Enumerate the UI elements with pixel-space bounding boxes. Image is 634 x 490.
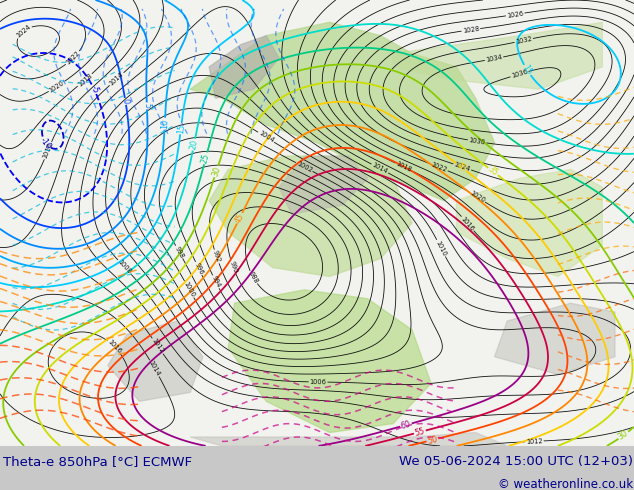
Polygon shape bbox=[190, 22, 495, 201]
Text: 30: 30 bbox=[210, 166, 222, 178]
Text: 1022: 1022 bbox=[430, 161, 448, 173]
Text: 10: 10 bbox=[160, 119, 169, 129]
Text: 1026: 1026 bbox=[507, 10, 524, 19]
Text: 1024: 1024 bbox=[15, 24, 32, 39]
Text: 1032: 1032 bbox=[515, 36, 533, 45]
Text: 1036: 1036 bbox=[510, 69, 528, 79]
Text: 1006: 1006 bbox=[309, 379, 327, 385]
Text: 1008: 1008 bbox=[117, 259, 133, 275]
Text: 992: 992 bbox=[212, 249, 221, 264]
Text: 1020: 1020 bbox=[469, 190, 486, 204]
Polygon shape bbox=[209, 156, 412, 276]
Text: 990: 990 bbox=[228, 260, 238, 274]
Text: 1018: 1018 bbox=[395, 161, 413, 173]
Polygon shape bbox=[393, 22, 602, 89]
Text: 15: 15 bbox=[176, 122, 186, 134]
Text: 1018: 1018 bbox=[77, 72, 93, 88]
Polygon shape bbox=[495, 303, 615, 374]
Text: 1014: 1014 bbox=[148, 360, 161, 377]
Text: 1014: 1014 bbox=[108, 71, 125, 87]
Polygon shape bbox=[209, 36, 279, 98]
Text: 1028: 1028 bbox=[462, 25, 480, 34]
Text: 1016: 1016 bbox=[107, 339, 122, 355]
Text: 1002: 1002 bbox=[295, 160, 313, 173]
Text: 50: 50 bbox=[427, 434, 439, 445]
Text: 1022: 1022 bbox=[65, 50, 81, 66]
Text: 996: 996 bbox=[193, 262, 204, 275]
Text: 15: 15 bbox=[521, 63, 534, 77]
Polygon shape bbox=[456, 170, 602, 276]
Text: 994: 994 bbox=[210, 275, 221, 289]
Text: 55: 55 bbox=[414, 426, 426, 438]
Text: -10: -10 bbox=[39, 135, 53, 151]
Text: 1012: 1012 bbox=[150, 338, 165, 355]
Text: Theta-e 850hPa [°C] ECMWF: Theta-e 850hPa [°C] ECMWF bbox=[3, 455, 192, 468]
Text: -5: -5 bbox=[88, 84, 100, 95]
Text: 1024: 1024 bbox=[453, 161, 471, 172]
Polygon shape bbox=[279, 156, 368, 214]
Text: 1016: 1016 bbox=[42, 142, 54, 160]
Text: 1034: 1034 bbox=[485, 54, 503, 63]
Text: 25: 25 bbox=[200, 152, 211, 165]
Text: 1014: 1014 bbox=[371, 162, 389, 175]
Polygon shape bbox=[108, 321, 203, 401]
Polygon shape bbox=[190, 433, 507, 446]
Text: 5: 5 bbox=[142, 103, 152, 109]
Text: 40: 40 bbox=[455, 160, 468, 173]
Text: 20: 20 bbox=[188, 139, 199, 150]
Text: 1016: 1016 bbox=[460, 216, 476, 232]
Polygon shape bbox=[228, 290, 431, 433]
Text: 998: 998 bbox=[174, 245, 184, 259]
Text: 1020: 1020 bbox=[48, 79, 65, 94]
Text: 0: 0 bbox=[120, 98, 130, 104]
Text: © weatheronline.co.uk: © weatheronline.co.uk bbox=[498, 478, 633, 490]
Text: 60: 60 bbox=[400, 419, 412, 431]
Text: We 05-06-2024 15:00 UTC (12+03): We 05-06-2024 15:00 UTC (12+03) bbox=[399, 455, 633, 468]
Text: 1010: 1010 bbox=[434, 239, 448, 257]
Text: 1004: 1004 bbox=[257, 130, 275, 144]
Text: 45: 45 bbox=[233, 212, 246, 225]
Text: 1012: 1012 bbox=[526, 438, 543, 445]
Text: 35: 35 bbox=[486, 165, 500, 178]
Text: 1000: 1000 bbox=[183, 280, 196, 298]
Text: 30: 30 bbox=[617, 429, 630, 442]
Text: 1030: 1030 bbox=[469, 137, 486, 146]
Text: 988: 988 bbox=[248, 270, 259, 284]
